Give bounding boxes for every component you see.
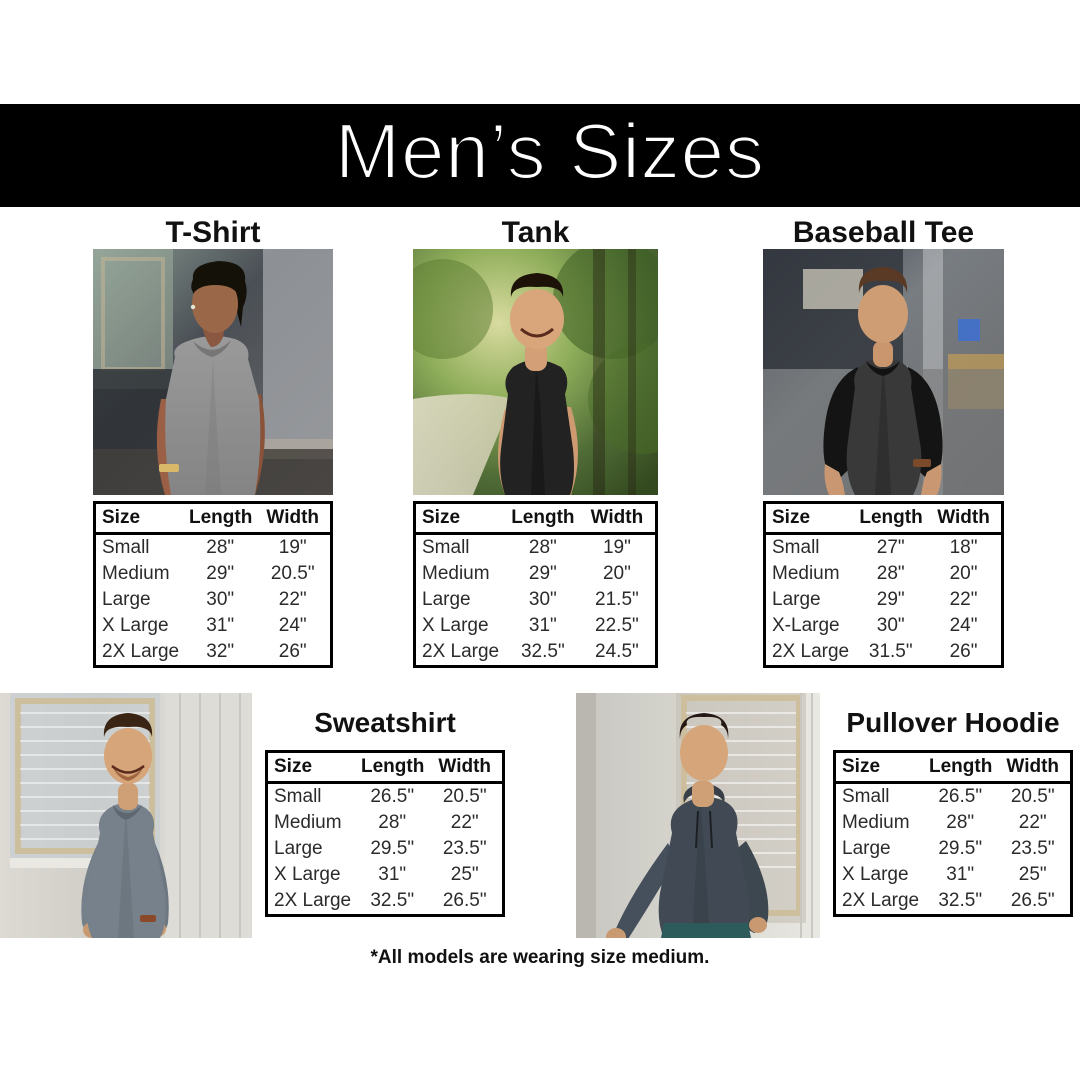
- svg-text:Men’s Sizes: Men’s Sizes: [335, 107, 765, 195]
